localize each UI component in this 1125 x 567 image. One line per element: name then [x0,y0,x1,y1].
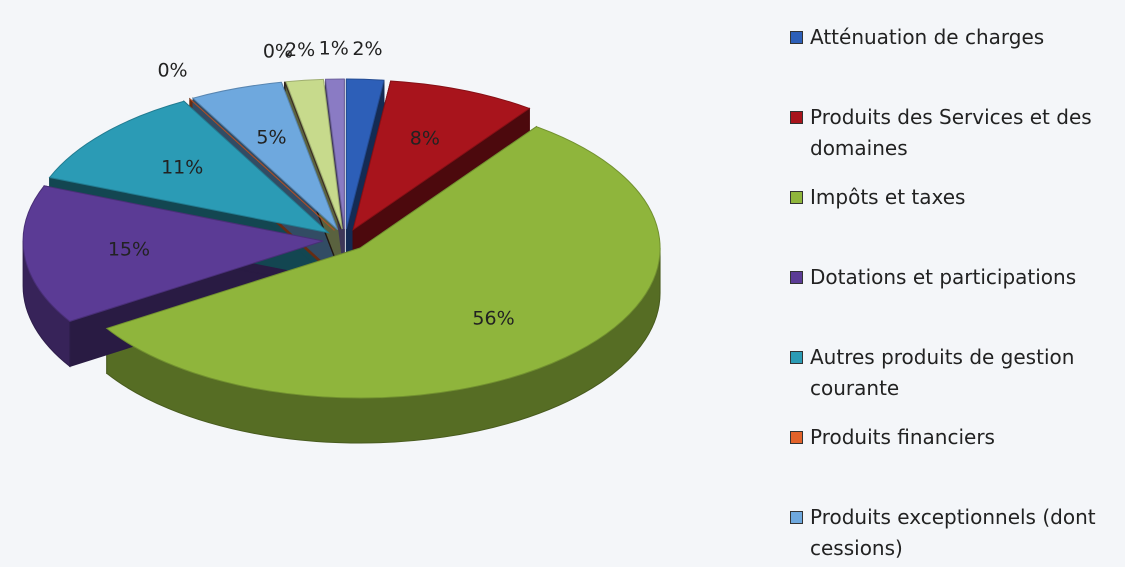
legend-item: Produits exceptionnels (dont cessions) [788,502,1118,564]
legend-item: Autres produits de gestion courante [788,342,1118,404]
labels: 2%8%56%15%11%0%5%0%2% 1% [108,38,515,330]
legend-swatch [790,431,803,444]
legend-label: Produits exceptionnels (dont cessions) [810,505,1096,560]
legend-swatch [790,111,803,124]
legend-swatch [790,351,803,364]
slice-tops [22,78,661,399]
data-label: 56% [472,308,514,330]
data-label: 2% [285,39,315,61]
legend-item: Atténuation de charges [788,22,1118,53]
legend-label: Atténuation de charges [810,25,1045,49]
slice [105,126,661,399]
slice [345,78,385,230]
chart: 2%8%56%15%11%0%5%0%2% 1% [22,38,661,444]
legend-swatch [790,511,803,524]
legend-swatch [790,271,803,284]
legend-item: Dotations et participations [788,262,1118,293]
slice [324,78,345,230]
slice [48,100,331,234]
data-label: 2% [352,38,382,60]
legend-swatch [790,191,803,204]
legend-item: Impôts et taxes [788,182,1118,213]
legend-item: Produits des Services et des domaines [788,102,1118,164]
data-label: 0% [263,41,293,63]
slice [285,78,343,230]
legend-swatch [790,31,803,44]
legend-item: Produits financiers [788,422,1118,453]
data-label: 15% [108,239,150,261]
data-label: 11% [161,157,203,179]
slice [22,185,324,322]
data-label: 1% [319,38,349,60]
data-label: 5% [256,126,286,148]
legend-label: Produits des Services et des domaines [810,105,1092,160]
data-label: 8% [410,128,440,150]
data-label: 0% [157,60,187,82]
legend-label: Dotations et participations [810,265,1077,289]
legend-label: Autres produits de gestion courante [810,345,1075,400]
legend-label: Impôts et taxes [810,185,966,209]
slice [352,80,531,231]
slice [192,81,339,231]
legend-label: Produits financiers [810,425,995,449]
